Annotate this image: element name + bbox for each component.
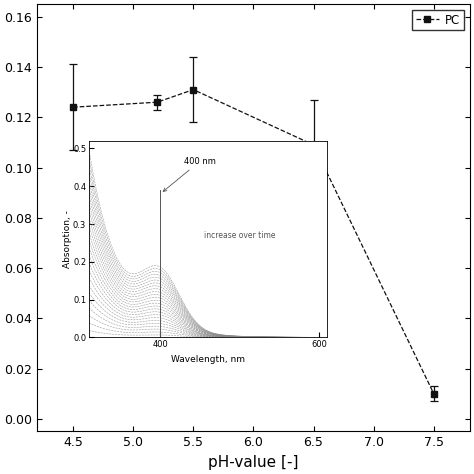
Legend: PC: PC [412, 10, 464, 30]
X-axis label: pH-value [-]: pH-value [-] [208, 455, 299, 470]
